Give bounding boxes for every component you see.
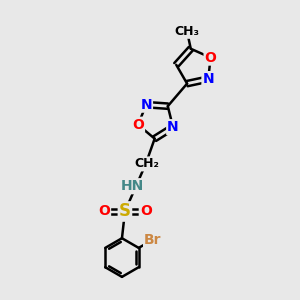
Text: N: N bbox=[140, 98, 152, 112]
Text: Br: Br bbox=[144, 233, 162, 247]
Text: CH₂: CH₂ bbox=[135, 158, 160, 170]
Text: CH₃: CH₃ bbox=[175, 25, 200, 38]
Text: O: O bbox=[98, 205, 110, 218]
Text: N: N bbox=[167, 120, 179, 134]
Text: S: S bbox=[119, 202, 131, 220]
Text: O: O bbox=[140, 205, 152, 218]
Text: O: O bbox=[132, 118, 144, 132]
Text: N: N bbox=[202, 72, 214, 86]
Text: O: O bbox=[205, 51, 217, 64]
Text: HN: HN bbox=[121, 179, 144, 193]
